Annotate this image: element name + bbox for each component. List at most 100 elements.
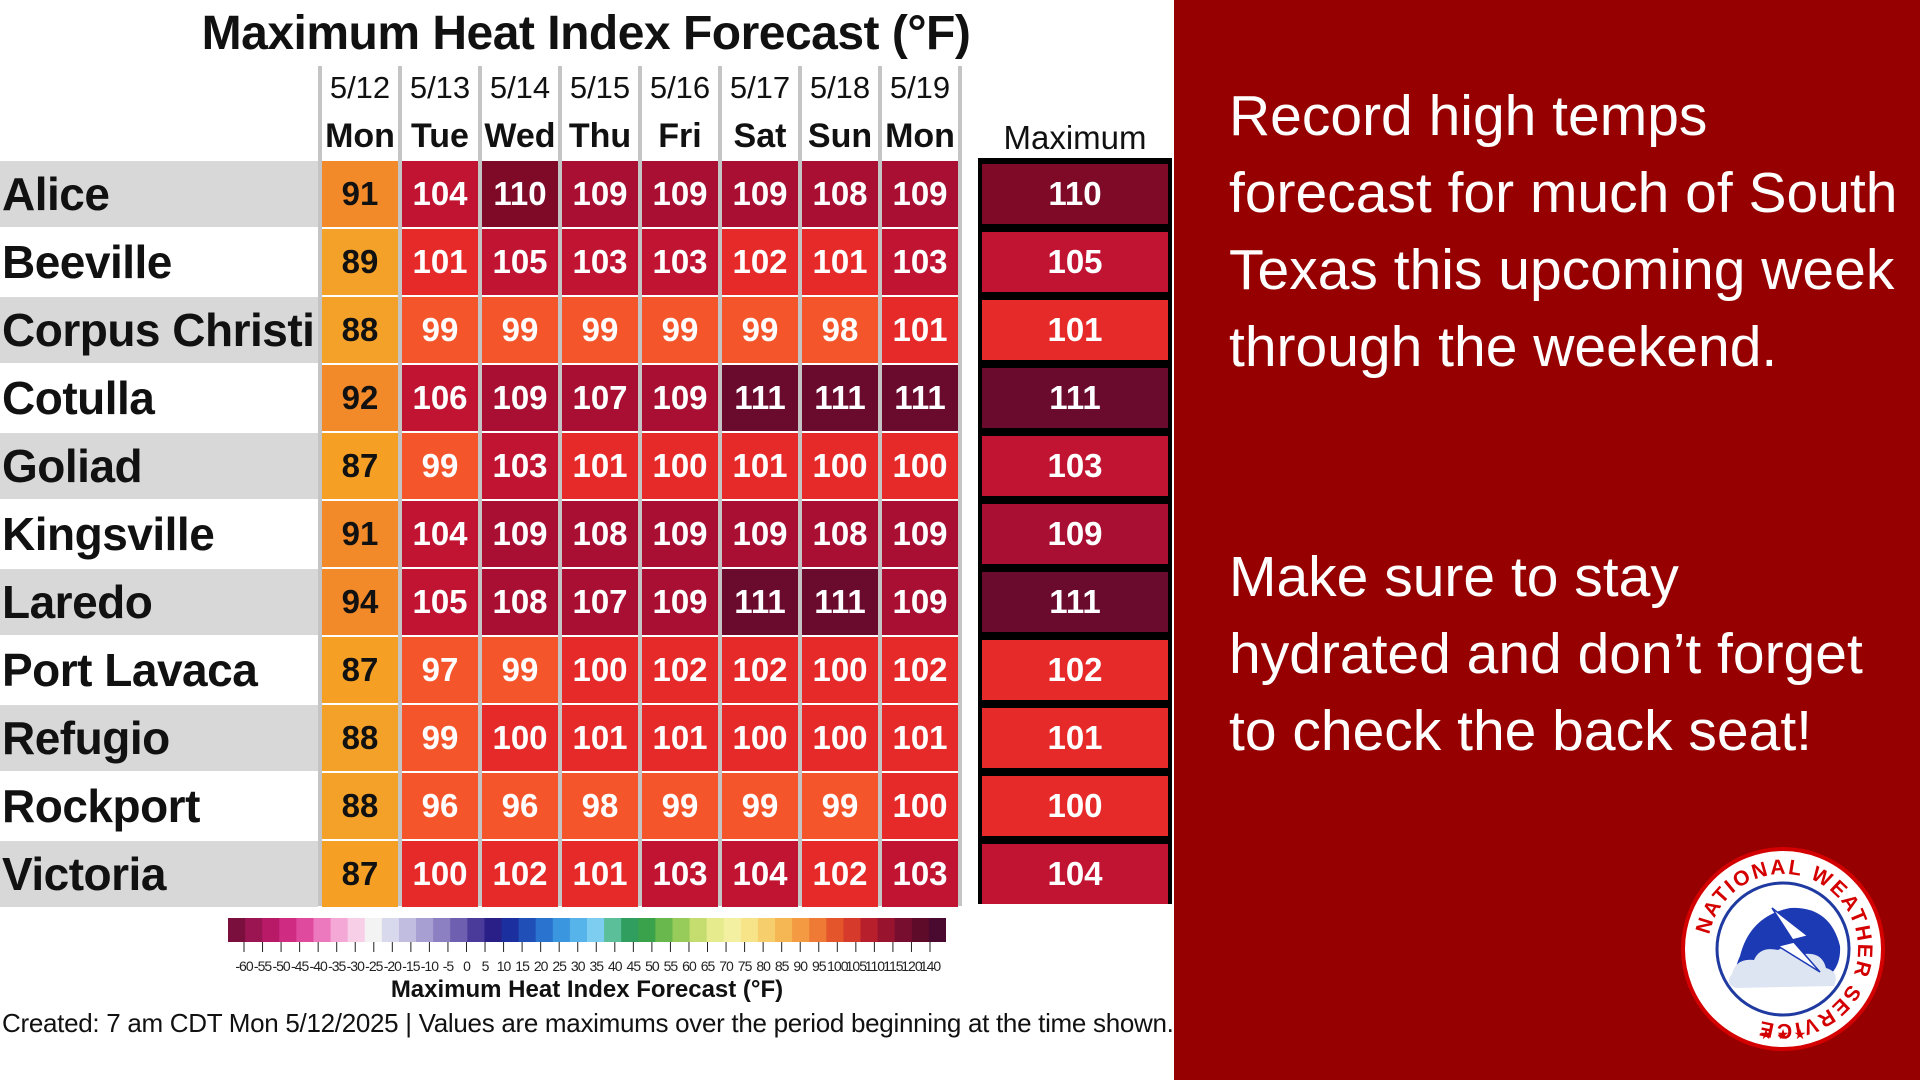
heat-index-cell: 109 xyxy=(642,365,718,431)
color-scale-label: 10 xyxy=(496,958,512,974)
column-divider xyxy=(398,66,402,906)
heat-index-cell: 87 xyxy=(322,637,398,703)
color-scale-swatch xyxy=(330,918,349,942)
heat-index-cell: 101 xyxy=(722,433,798,499)
heat-index-cell: 109 xyxy=(882,501,958,567)
maximum-cell: 100 xyxy=(982,776,1168,836)
heat-index-cell: 100 xyxy=(482,705,558,771)
row-band xyxy=(0,297,318,363)
color-scale-label: -40 xyxy=(309,958,328,974)
heat-index-cell: 105 xyxy=(482,229,558,295)
row-band xyxy=(0,433,318,499)
color-scale-label: -20 xyxy=(383,958,402,974)
color-scale-label: 65 xyxy=(700,958,716,974)
color-scale-swatch xyxy=(604,918,622,942)
column-date: 5/16 xyxy=(649,70,711,105)
heat-index-cell: 102 xyxy=(482,841,558,907)
color-scale-swatch xyxy=(484,918,503,942)
color-scale-label: -25 xyxy=(365,958,383,974)
heat-index-cell: 103 xyxy=(882,841,958,907)
heat-index-cell: 99 xyxy=(402,433,478,499)
maximum-cell: 104 xyxy=(982,844,1168,904)
heat-index-cell: 101 xyxy=(802,229,878,295)
heat-index-cell: 111 xyxy=(882,365,958,431)
maximum-cell: 111 xyxy=(982,572,1168,632)
heat-index-cell: 111 xyxy=(802,569,878,635)
heat-index-cell: 108 xyxy=(802,161,878,227)
maximum-cell: 103 xyxy=(982,436,1168,496)
color-scale-label: 40 xyxy=(608,958,623,974)
row-band xyxy=(0,841,318,907)
column-day: Sun xyxy=(807,117,873,155)
column-date: 5/19 xyxy=(889,70,951,105)
location-name: Laredo xyxy=(2,576,153,628)
column-divider xyxy=(478,66,482,906)
color-scale-label: -50 xyxy=(272,958,290,974)
column-divider xyxy=(798,66,802,906)
location-name: Cotulla xyxy=(2,372,155,424)
heat-index-cell: 109 xyxy=(882,569,958,635)
color-scale-swatch xyxy=(775,918,793,942)
heat-index-cell: 88 xyxy=(322,297,398,363)
color-scale-label: -55 xyxy=(253,958,272,974)
color-scale-label: -35 xyxy=(328,958,346,974)
color-scale-swatch xyxy=(450,918,468,942)
color-scale-label: -60 xyxy=(235,958,253,974)
heat-index-cell: 111 xyxy=(722,365,798,431)
color-scale-swatch xyxy=(655,918,673,942)
heat-index-cell: 109 xyxy=(642,569,718,635)
heat-index-cell: 111 xyxy=(722,569,798,635)
row-band xyxy=(0,705,318,771)
color-scale-label: 120 xyxy=(901,958,922,974)
color-scale-swatch xyxy=(826,918,844,942)
location-name: Kingsville xyxy=(2,508,215,560)
column-divider xyxy=(878,66,882,906)
column-date: 5/12 xyxy=(329,70,391,105)
heat-index-cell: 99 xyxy=(402,705,478,771)
color-scale-swatch xyxy=(809,918,827,942)
heat-index-cell: 101 xyxy=(642,705,718,771)
heat-index-cell: 103 xyxy=(642,229,718,295)
location-name: Goliad xyxy=(2,440,143,492)
heat-index-cell: 100 xyxy=(802,705,878,771)
column-divider xyxy=(558,66,562,906)
column-day: Mon xyxy=(325,117,395,155)
footer-note: Created: 7 am CDT Mon 5/12/2025 | Values… xyxy=(2,1008,1174,1038)
color-scale-swatch xyxy=(518,918,537,942)
heat-index-cell: 100 xyxy=(882,433,958,499)
color-scale-bar xyxy=(228,918,946,942)
maximum-cell: 102 xyxy=(982,640,1168,700)
color-scale-label: 115 xyxy=(883,958,903,974)
color-scale-swatch xyxy=(569,918,588,942)
heat-index-cell: 109 xyxy=(482,501,558,567)
maximum-cell: 101 xyxy=(982,708,1168,768)
heat-index-cell: 104 xyxy=(722,841,798,907)
heat-index-cell: 101 xyxy=(402,229,478,295)
maximum-cell: 101 xyxy=(982,300,1168,360)
color-scale-swatch xyxy=(228,918,246,942)
column-day: Wed xyxy=(484,117,556,155)
color-scale-label: 50 xyxy=(645,958,660,974)
color-scale-swatch xyxy=(347,918,366,942)
maximum-cell: 109 xyxy=(982,504,1168,564)
color-scale-swatch xyxy=(689,918,708,942)
location-name: Corpus Christi xyxy=(2,304,315,356)
row-band xyxy=(0,161,318,227)
heat-index-cell: 104 xyxy=(402,161,478,227)
heat-index-cell: 101 xyxy=(562,705,638,771)
color-scale-label: 0 xyxy=(463,958,471,974)
color-scale-label: 100 xyxy=(827,958,848,974)
heat-index-cell: 109 xyxy=(722,161,798,227)
heat-index-cell: 102 xyxy=(722,229,798,295)
column-divider xyxy=(638,66,642,906)
column-divider xyxy=(318,66,322,906)
color-scale-label: 95 xyxy=(811,958,827,974)
color-scale-label: 70 xyxy=(719,958,734,974)
color-scale-swatch xyxy=(245,918,263,942)
color-scale-swatch xyxy=(398,918,417,942)
heat-index-cell: 94 xyxy=(322,569,398,635)
heat-index-cell: 99 xyxy=(802,773,878,839)
color-scale-label: 55 xyxy=(663,958,679,974)
heat-index-cell: 100 xyxy=(882,773,958,839)
svg-text:★ ★ ★: ★ ★ ★ xyxy=(1760,1027,1807,1043)
